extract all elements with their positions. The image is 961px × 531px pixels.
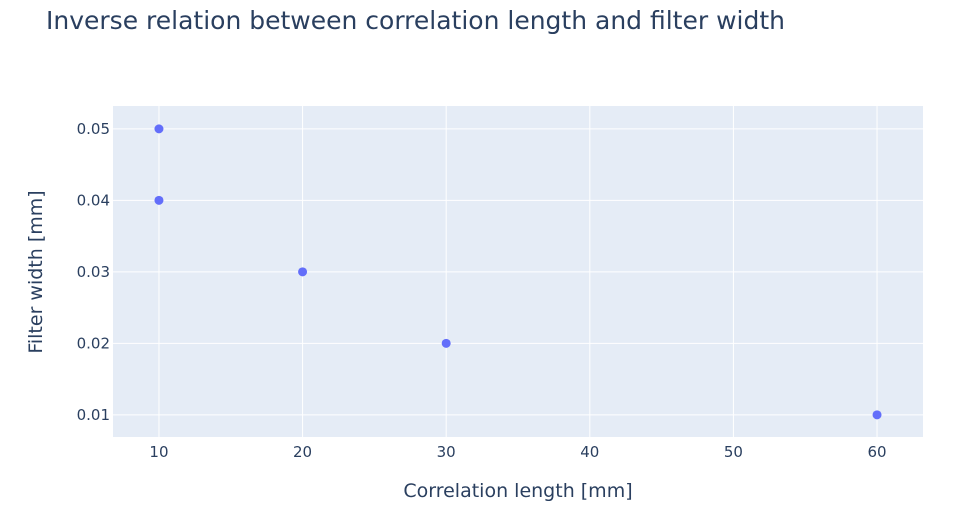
x-tick-label: 30: [437, 443, 456, 461]
grid-lines: [113, 106, 923, 437]
x-axis-title: Correlation length [mm]: [403, 480, 632, 502]
y-tick-label: 0.02: [77, 334, 110, 352]
x-tick-label: 40: [580, 443, 599, 461]
x-tick-label: 10: [149, 443, 168, 461]
data-point[interactable]: [154, 124, 164, 134]
y-tick-label: 0.03: [77, 263, 110, 281]
x-tick-label: 20: [293, 443, 312, 461]
x-tick-label: 60: [867, 443, 886, 461]
y-axis-ticks: 0.01 0.02 0.03 0.04 0.05: [77, 120, 110, 424]
y-tick-label: 0.05: [77, 120, 110, 138]
y-tick-label: 0.04: [77, 191, 110, 209]
x-tick-label: 50: [724, 443, 743, 461]
data-points: [154, 124, 882, 420]
chart-title: Inverse relation between correlation len…: [46, 6, 786, 35]
data-point[interactable]: [872, 410, 882, 420]
y-tick-label: 0.01: [77, 406, 110, 424]
data-point[interactable]: [298, 267, 308, 277]
y-axis-title: Filter width [mm]: [25, 190, 47, 353]
x-axis-ticks: 10 20 30 40 50 60: [149, 443, 886, 461]
data-point[interactable]: [441, 338, 451, 348]
data-point[interactable]: [154, 195, 164, 205]
